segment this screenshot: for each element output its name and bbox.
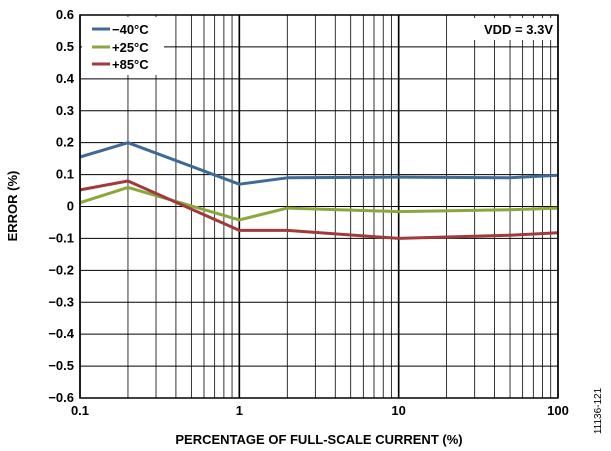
figure-id: 11136-121 — [593, 387, 604, 434]
y-tick-label: 0.5 — [56, 39, 74, 54]
series-line-plus25 — [79, 185, 559, 222]
y-tick-label: −0.2 — [48, 262, 74, 277]
y-tick-label: −0.3 — [48, 294, 74, 309]
y-axis-title: ERROR (%) — [5, 171, 20, 242]
annotation-background — [466, 18, 556, 40]
x-tick-label: 100 — [547, 403, 569, 418]
y-tick-label: −0.5 — [48, 358, 74, 373]
y-tick-labels: 0.6 0.5 0.4 0.3 0.2 0.1 0 −0.1 −0.2 −0.3 −0.4 −0.5 −… — [48, 7, 74, 405]
legend-label-plus85: +85°C — [112, 57, 149, 72]
y-tick-label: 0.2 — [56, 135, 74, 150]
legend-label-minus40: −40°C — [112, 22, 149, 37]
y-tick-label: −0.4 — [48, 326, 74, 341]
legend-label-plus25: +25°C — [112, 40, 149, 55]
y-tick-label: 0.1 — [56, 167, 74, 182]
y-tick-label: 0.6 — [56, 7, 74, 22]
y-tick-label: 0.3 — [56, 103, 74, 118]
x-tick-label: 10 — [391, 403, 405, 418]
y-tick-label: −0.1 — [48, 230, 74, 245]
series-line-plus85 — [79, 179, 559, 240]
series-layer — [79, 141, 559, 240]
series-line-minus40 — [79, 141, 559, 186]
legend: −40°C +25°C +85°C — [82, 17, 164, 75]
x-tick-label: 1 — [236, 403, 243, 418]
vdd-annotation-text: VDD = 3.3V — [484, 22, 553, 37]
x-tick-label: 0.1 — [71, 403, 89, 418]
y-tick-label: 0.4 — [56, 71, 75, 86]
x-tick-labels: 0.1 1 10 100 — [71, 403, 569, 418]
vdd-annotation: VDD = 3.3V — [466, 18, 556, 40]
plot-frame — [79, 14, 559, 399]
y-tick-label: −0.6 — [48, 390, 74, 405]
x-axis-title: PERCENTAGE OF FULL-SCALE CURRENT (%) — [175, 432, 462, 447]
y-tick-label: 0 — [67, 199, 74, 214]
